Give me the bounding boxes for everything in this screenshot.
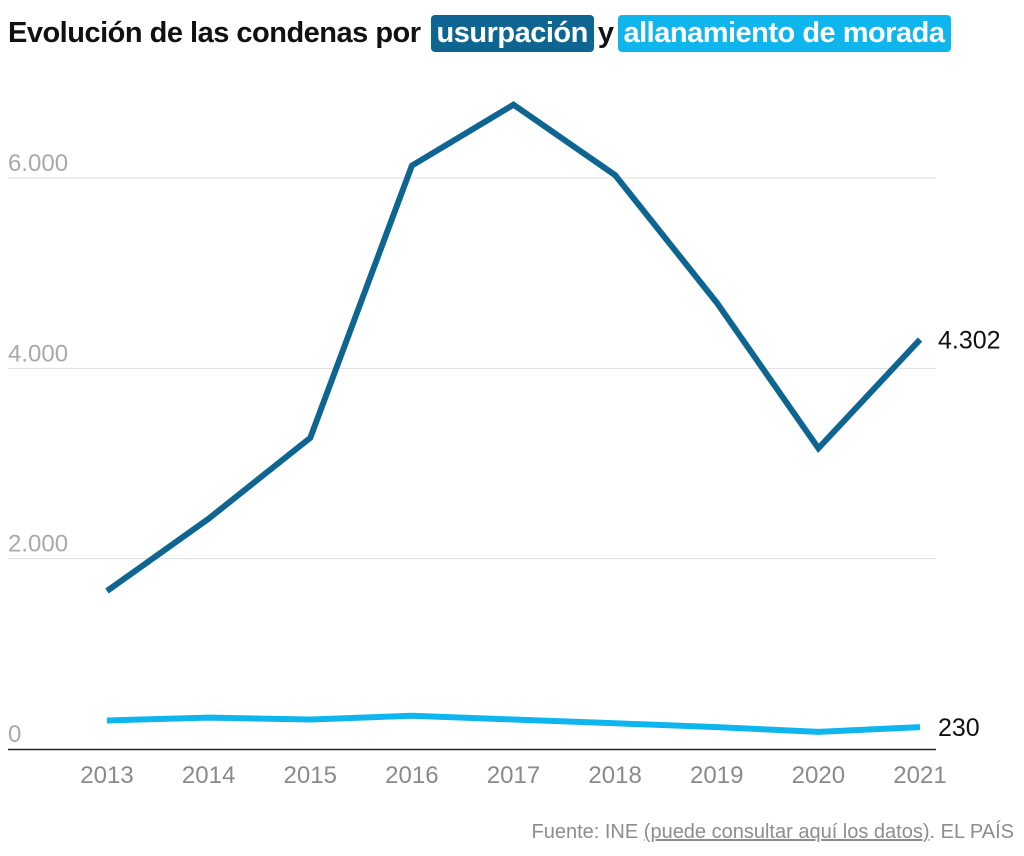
- x-tick-label: 2014: [182, 762, 235, 789]
- end-value-label: 4.302: [938, 327, 1001, 355]
- title-connector: y: [597, 16, 614, 49]
- source-data-link[interactable]: (puede consultar aquí los datos): [643, 821, 930, 843]
- end-labels: 4.302 230: [938, 327, 1001, 743]
- y-tick-label: 2.000: [8, 531, 68, 558]
- gridlines: [8, 177, 936, 560]
- x-tick-label: 2018: [588, 762, 641, 789]
- y-tick-label: 0: [8, 721, 21, 748]
- title-series-allanamiento: allanamiento de morada: [617, 14, 951, 52]
- x-tick-label: 2017: [487, 762, 540, 789]
- series-line-allanamiento: [106, 712, 921, 735]
- x-axis-ticks: 2013 2014 2015 2016 2017 2018 2019 2020 2021: [80, 762, 946, 789]
- end-value-label: 230: [938, 714, 980, 742]
- series-lines: [105, 101, 923, 735]
- x-tick-label: 2021: [893, 762, 946, 789]
- chart-title: Evolución de las condenas por usurpación…: [8, 10, 955, 56]
- y-tick-label: 6.000: [8, 150, 68, 177]
- source-suffix: . EL PAÍS: [929, 821, 1014, 843]
- x-tick-label: 2013: [80, 762, 133, 789]
- y-axis-ticks: 0 2.000 4.000 6.000: [8, 150, 68, 748]
- x-tick-label: 2020: [792, 762, 845, 789]
- x-tick-label: 2015: [284, 762, 337, 789]
- title-series-usurpacion: usurpación: [430, 14, 594, 52]
- y-tick-label: 4.000: [8, 340, 68, 367]
- x-tick-label: 2019: [690, 762, 743, 789]
- source-prefix: Fuente: INE: [531, 821, 639, 843]
- x-tick-label: 2016: [385, 762, 438, 789]
- source-note: Fuente: INE (puede consultar aquí los da…: [532, 821, 1015, 844]
- title-prefix: Evolución de las condenas por: [8, 16, 421, 49]
